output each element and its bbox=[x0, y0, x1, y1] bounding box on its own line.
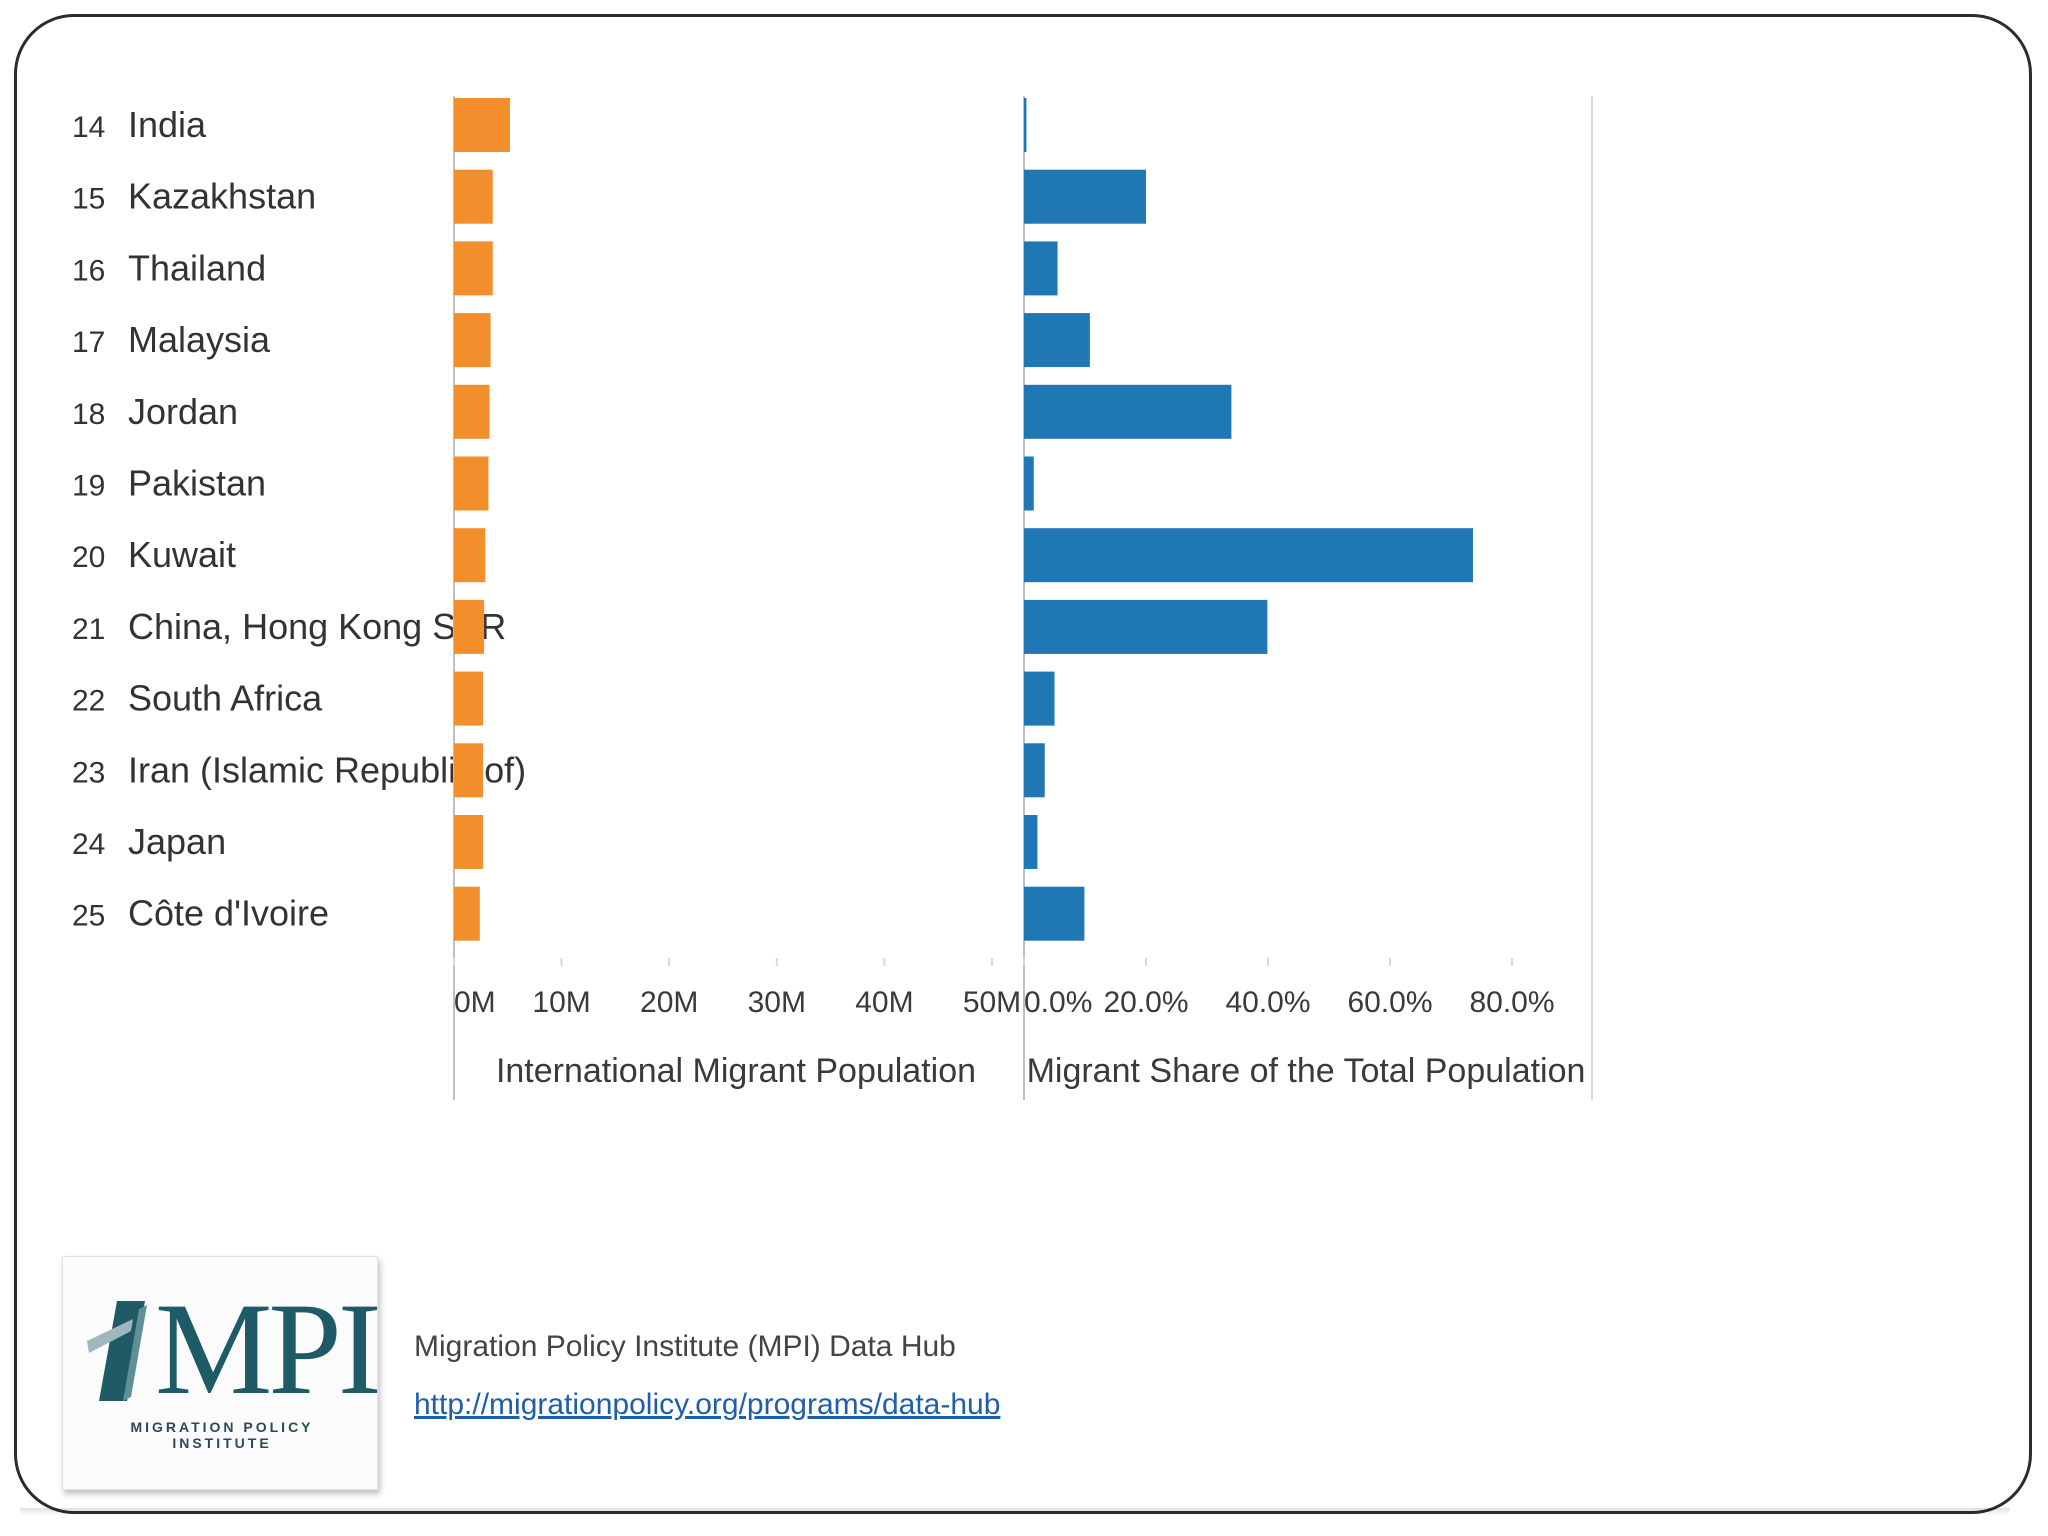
population-bar bbox=[454, 815, 484, 869]
population-tick-label: 10M bbox=[532, 986, 590, 1019]
share-bar bbox=[1024, 456, 1034, 511]
country-label: Thailand bbox=[128, 247, 266, 288]
share-bar bbox=[1024, 313, 1090, 368]
rank-label: 23 bbox=[72, 756, 105, 789]
population-bar bbox=[454, 98, 510, 152]
population-tick-label: 50M bbox=[963, 986, 1021, 1019]
country-label: South Africa bbox=[128, 678, 323, 719]
country-label: Japan bbox=[128, 821, 226, 862]
population-bar bbox=[454, 671, 484, 726]
logo-letters: MPI bbox=[155, 1275, 382, 1422]
population-bar bbox=[454, 241, 493, 296]
population-bar bbox=[454, 384, 490, 439]
rank-label: 17 bbox=[72, 326, 105, 359]
share-axis-title: Migrant Share of the Total Population bbox=[1027, 1052, 1586, 1090]
population-bar bbox=[454, 169, 493, 224]
rank-label: 24 bbox=[72, 828, 105, 861]
country-label: Kazakhstan bbox=[128, 176, 316, 217]
share-bar bbox=[1024, 169, 1146, 224]
logo-subtitle: MIGRATION POLICY INSTITUTE bbox=[130, 1419, 314, 1451]
population-panel: 0M 10M 20M 30M 40M 50M bbox=[453, 96, 1021, 1100]
population-bar bbox=[454, 743, 484, 798]
source-link[interactable]: http://migrationpolicy.org/programs/data… bbox=[414, 1388, 1001, 1421]
rank-label: 20 bbox=[72, 541, 105, 574]
country-label: Côte d'Ivoire bbox=[128, 893, 329, 934]
population-bar bbox=[454, 599, 485, 654]
population-bar bbox=[454, 528, 486, 583]
slide-shadow bbox=[20, 1508, 2010, 1516]
share-bar bbox=[1024, 886, 1085, 941]
share-tick-label: 0.0% bbox=[1024, 986, 1092, 1019]
rank-label: 16 bbox=[72, 254, 105, 287]
country-label: Pakistan bbox=[128, 463, 266, 504]
rank-label: 15 bbox=[72, 183, 105, 216]
rank-label: 21 bbox=[72, 613, 105, 646]
population-tick-label: 0M bbox=[454, 986, 496, 1019]
share-bar bbox=[1024, 815, 1038, 869]
country-label: Malaysia bbox=[128, 319, 271, 360]
share-bar bbox=[1024, 98, 1027, 152]
share-bar bbox=[1024, 384, 1232, 439]
population-bar bbox=[454, 313, 491, 368]
rank-label: 14 bbox=[72, 111, 105, 144]
mpi-emblem-icon bbox=[87, 1301, 147, 1401]
population-bar bbox=[454, 456, 489, 511]
source-caption: Migration Policy Institute (MPI) Data Hu… bbox=[414, 1330, 956, 1363]
country-label: Kuwait bbox=[128, 534, 236, 575]
share-panel: 0.0% 20.0% 40.0% 60.0% 80.0% bbox=[1023, 96, 1593, 1100]
rank-label: 25 bbox=[72, 900, 105, 933]
mpi-logo: MPI MIGRATION POLICY INSTITUTE bbox=[62, 1256, 382, 1490]
population-axis-title: International Migrant Population bbox=[496, 1052, 976, 1090]
share-tick-label: 40.0% bbox=[1225, 986, 1310, 1019]
country-label: China, Hong Kong SAR bbox=[128, 606, 506, 647]
population-tick-label: 30M bbox=[748, 986, 806, 1019]
population-bar bbox=[454, 886, 480, 941]
share-bar bbox=[1024, 241, 1058, 296]
share-bar bbox=[1024, 671, 1055, 726]
share-bar bbox=[1024, 599, 1268, 654]
rank-label: 22 bbox=[72, 685, 105, 718]
country-label: India bbox=[128, 104, 207, 145]
share-tick-label: 20.0% bbox=[1103, 986, 1188, 1019]
country-label: Jordan bbox=[128, 391, 238, 432]
population-tick-label: 20M bbox=[640, 986, 698, 1019]
row-labels: 14 India 15 Kazakhstan 16 Thailand 17 Malaysia 1… bbox=[72, 104, 526, 934]
share-tick-label: 60.0% bbox=[1347, 986, 1432, 1019]
rank-label: 18 bbox=[72, 398, 105, 431]
population-tick-label: 40M bbox=[855, 986, 913, 1019]
share-bar bbox=[1024, 743, 1045, 798]
share-bar bbox=[1024, 528, 1473, 583]
rank-label: 19 bbox=[72, 470, 105, 503]
share-tick-label: 80.0% bbox=[1469, 986, 1554, 1019]
